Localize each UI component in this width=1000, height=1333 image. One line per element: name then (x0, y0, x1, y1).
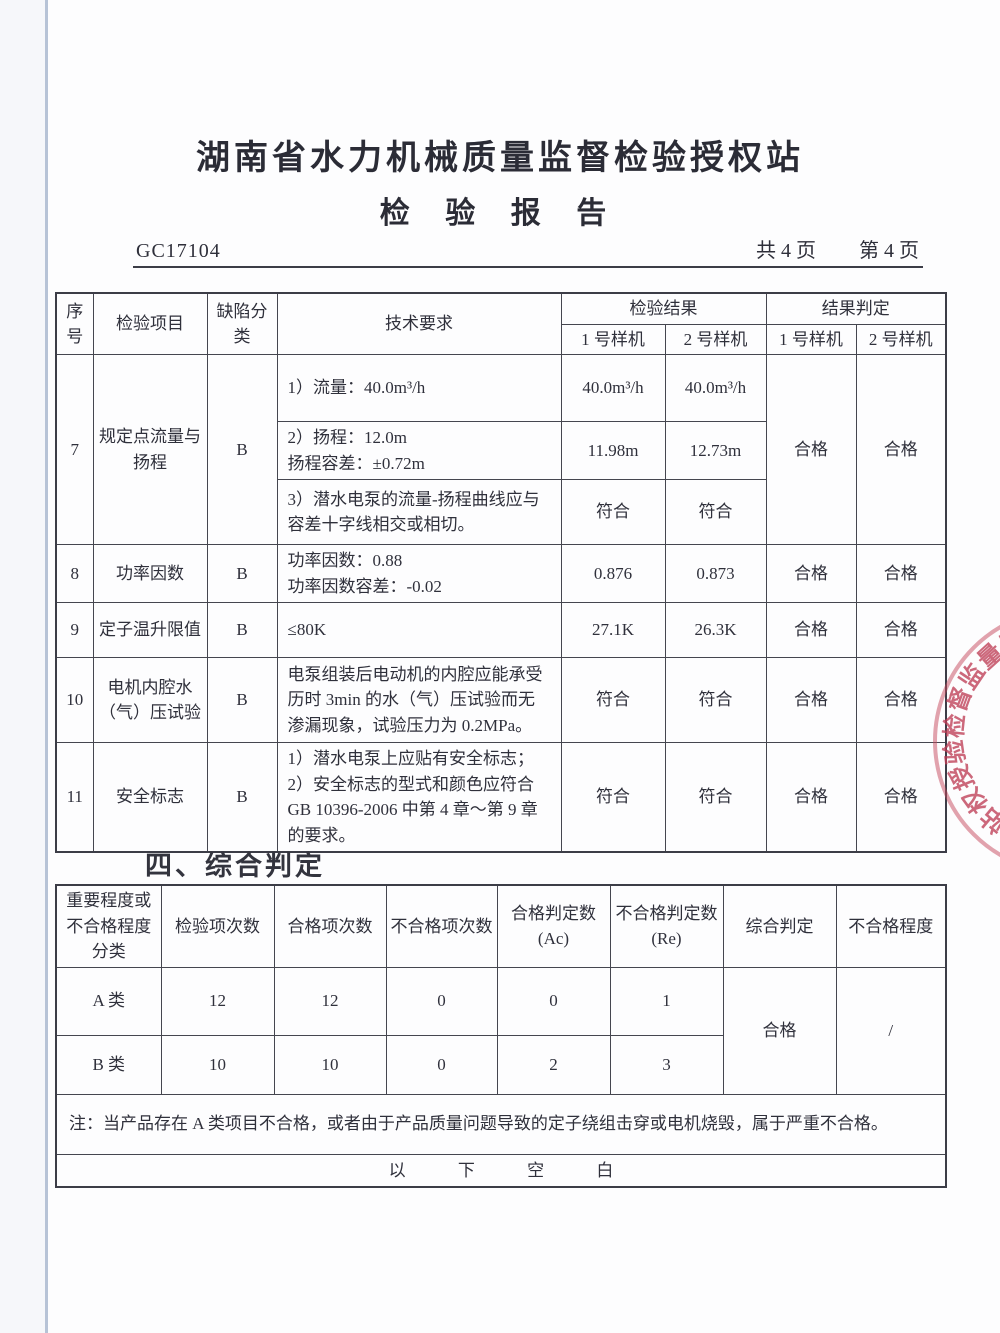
t2-rowB-re: 3 (609, 1034, 724, 1095)
t1-r10-result-m1: 符合 (560, 657, 666, 743)
section-title-overall-judgment: 四、综合判定 (145, 851, 325, 881)
scan-edge-line (45, 0, 48, 1333)
scan-left-margin (0, 0, 46, 1333)
t1-r7-item: 规定点流量与扬程 (92, 354, 208, 545)
t1-r11-judge-m1: 合格 (765, 742, 857, 853)
t2-rowA-tested: 12 (160, 966, 275, 1036)
t1-header-tech: 技术要求 (276, 292, 562, 355)
t1-r11-item: 安全标志 (92, 742, 208, 853)
t1-r7-tech-2: 2）扬程：12.0m 扬程容差：±0.72m (276, 421, 562, 480)
t1-r7-judge-m2: 合格 (855, 354, 947, 545)
t2-rowB-ac: 2 (496, 1034, 611, 1095)
t1-header-item: 检验项目 (92, 292, 208, 355)
t1-r8-defect: B (206, 544, 278, 603)
t2-rowA-passed: 12 (273, 966, 387, 1036)
t1-r8-result-m1: 0.876 (560, 544, 666, 603)
t2-header-overall: 综合判定 (722, 884, 837, 968)
t2-rowB-failed: 0 (385, 1034, 498, 1095)
t1-r11-defect: B (206, 742, 278, 853)
t1-r10-tech: 电泵组装后电动机的内腔应能承受历时 3min 的水（气）压试验而无渗漏现象，试验… (276, 657, 562, 743)
t1-r7-result3-m2: 符合 (664, 479, 767, 545)
page-current: 第 4 页 (859, 240, 919, 262)
t2-rowA-failed: 0 (385, 966, 498, 1036)
t1-r7-result1-m1: 40.0m³/h (560, 354, 666, 422)
t2-note: 注：当产品存在 A 类项目不合格，或者由于产品质量问题导致的定子绕组击穿或电机烧… (55, 1093, 947, 1155)
t2-blank-below: 以 下 空 白 (55, 1153, 947, 1188)
t1-header-defect: 缺陷分类 (206, 292, 278, 355)
t2-header-failed: 不合格项次数 (385, 884, 498, 968)
t1-header-result-m2: 2 号样机 (664, 323, 767, 355)
t1-r7-result3-m1: 符合 (560, 479, 666, 545)
official-seal-char: 验 (940, 738, 971, 766)
t1-r10-defect: B (206, 657, 278, 743)
t2-rowB-label: B 类 (55, 1034, 162, 1095)
t1-r7-judge-m1: 合格 (765, 354, 857, 545)
t2-header-tested: 检验项次数 (160, 884, 275, 968)
t1-r7-tech-3: 3）潜水电泵的流量-扬程曲线应与容差十字线相交或相切。 (276, 479, 562, 545)
t1-r8-judge-m2: 合格 (855, 544, 947, 603)
t1-r10-item: 电机内腔水（气）压试验 (92, 657, 208, 743)
t1-header-result-m1: 1 号样机 (560, 323, 666, 355)
page-info: 共 4 页 第 4 页 (718, 234, 919, 263)
t2-degree-result: / (835, 966, 947, 1095)
t1-r9-judge-m1: 合格 (765, 602, 857, 658)
t1-r7-tech-1: 1）流量：40.0m³/h (276, 354, 562, 422)
pages-total: 共 4 页 (756, 240, 816, 262)
t1-r9-seq: 9 (55, 602, 94, 658)
t1-r9-result-m2: 26.3K (664, 602, 767, 658)
t1-header-result-group: 检验结果 (560, 292, 767, 325)
t2-rowA-re: 1 (609, 966, 724, 1036)
t1-r9-defect: B (206, 602, 278, 658)
t1-header-judge-m2: 2 号样机 (855, 323, 947, 355)
t1-r11-judge-m2: 合格 (855, 742, 947, 853)
t1-r8-tech: 功率因数：0.88 功率因数容差：-0.02 (276, 544, 562, 603)
t1-r7-seq: 7 (55, 354, 94, 545)
t2-rowB-tested: 10 (160, 1034, 275, 1095)
t2-header-re: 不合格判定数(Re) (609, 884, 724, 968)
t1-r7-result2-m1: 11.98m (560, 421, 666, 480)
t1-r7-result2-m2: 12.73m (664, 421, 767, 480)
t1-r11-tech: 1）潜水电泵上应贴有安全标志； 2）安全标志的型式和颜色应符合 GB 10396… (276, 742, 562, 853)
t1-r8-item: 功率因数 (92, 544, 208, 603)
t1-header-judge-group: 结果判定 (765, 292, 947, 325)
t1-r11-result-m2: 符合 (664, 742, 767, 853)
document-title: 检 验 报 告 (379, 197, 621, 230)
inspection-results-table: 序号 检验项目 缺陷分类 技术要求 检验结果 结果判定 1 号样机 2 号样机 … (55, 292, 947, 853)
t2-header-degree: 不合格程度 (835, 884, 947, 968)
t2-rowA-ac: 0 (496, 966, 611, 1036)
t1-r10-result-m2: 符合 (664, 657, 767, 743)
t1-r11-seq: 11 (55, 742, 94, 853)
t1-r9-judge-m2: 合格 (855, 602, 947, 658)
t1-r10-seq: 10 (55, 657, 94, 743)
t2-rowB-passed: 10 (273, 1034, 387, 1095)
t1-r11-result-m1: 符合 (560, 742, 666, 853)
t1-r7-result1-m2: 40.0m³/h (664, 354, 767, 422)
t1-r9-item: 定子温升限值 (92, 602, 208, 658)
report-number: GC17104 (136, 240, 221, 262)
t2-header-passed: 合格项次数 (273, 884, 387, 968)
t2-header-class: 重要程度或不合格程度分类 (55, 884, 162, 968)
t1-r7-defect: B (206, 354, 278, 545)
t1-r8-judge-m1: 合格 (765, 544, 857, 603)
t1-r9-result-m1: 27.1K (560, 602, 666, 658)
t1-r8-result-m2: 0.873 (664, 544, 767, 603)
t2-overall-result: 合格 (722, 966, 837, 1095)
reference-row: GC17104 共 4 页 第 4 页 (133, 234, 923, 268)
org-title: 湖南省水力机械质量监督检验授权站 (196, 140, 804, 177)
t1-r10-judge-m2: 合格 (855, 657, 947, 743)
t1-r10-judge-m1: 合格 (765, 657, 857, 743)
t2-rowA-label: A 类 (55, 966, 162, 1036)
overall-judgment-table: 重要程度或不合格程度分类 检验项次数 合格项次数 不合格项次数 合格判定数(Ac… (55, 884, 947, 1188)
t1-r8-seq: 8 (55, 544, 94, 603)
t1-header-judge-m1: 1 号样机 (765, 323, 857, 355)
t1-r9-tech: ≤80K (276, 602, 562, 658)
t1-header-seq: 序号 (55, 292, 94, 355)
t2-header-ac: 合格判定数(Ac) (496, 884, 611, 968)
